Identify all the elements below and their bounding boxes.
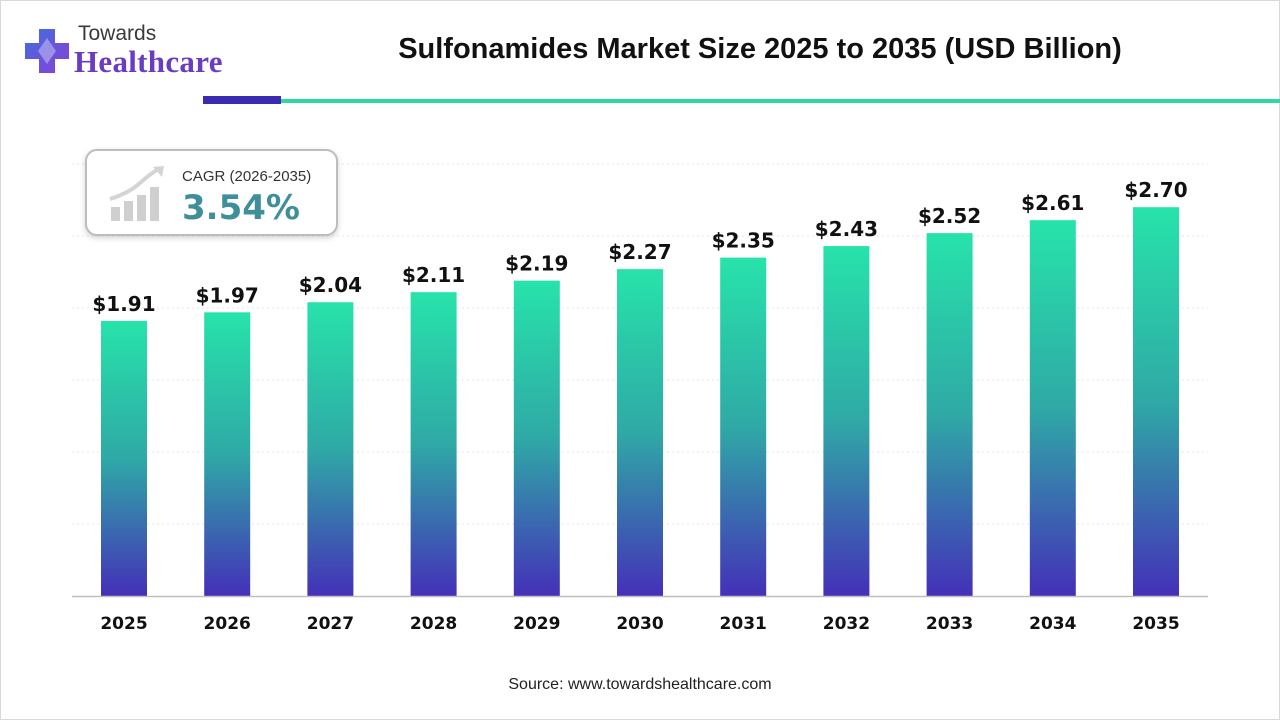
data-label-2034: $2.61 xyxy=(1021,191,1084,215)
x-tick-label-2033: 2033 xyxy=(926,614,973,634)
data-label-2031: $2.35 xyxy=(712,229,775,253)
cagr-value: 3.54% xyxy=(182,188,300,228)
bar-2028 xyxy=(410,292,457,596)
data-label-2029: $2.19 xyxy=(505,252,568,276)
data-label-2026: $1.97 xyxy=(196,283,259,307)
title-rule-dark xyxy=(203,96,281,104)
x-tick-label-2028: 2028 xyxy=(410,614,457,634)
medical-cross-icon xyxy=(25,29,69,73)
x-tick-label-2027: 2027 xyxy=(307,614,354,634)
x-tick-label-2026: 2026 xyxy=(204,614,251,634)
bar-2029 xyxy=(513,280,560,596)
logo-text-top: Towards xyxy=(78,22,157,45)
bar-2034 xyxy=(1029,220,1076,596)
brand-logo: Towards Healthcare xyxy=(22,20,252,85)
bar-2035 xyxy=(1133,207,1179,596)
bar-2033 xyxy=(926,233,973,596)
bar-2031 xyxy=(720,257,767,596)
bar-2032 xyxy=(823,246,870,596)
x-tick-label-2025: 2025 xyxy=(100,614,147,634)
title-rule-teal xyxy=(281,99,1280,103)
data-label-2035: $2.70 xyxy=(1124,178,1187,202)
source-note: Source: www.towardshealthcare.com xyxy=(508,676,772,693)
chart-title: Sulfonamides Market Size 2025 to 2035 (U… xyxy=(398,33,1122,65)
data-label-2025: $1.91 xyxy=(92,292,155,316)
x-tick-label-2030: 2030 xyxy=(616,614,663,634)
cagr-callout: CAGR (2026-2035) 3.54% xyxy=(85,149,338,236)
x-tick-label-2035: 2035 xyxy=(1132,614,1179,634)
bar-2025 xyxy=(101,320,147,596)
bar-2027 xyxy=(307,302,354,596)
bar-2026 xyxy=(204,312,251,596)
data-label-2027: $2.04 xyxy=(299,273,362,297)
logo-text-bottom: Healthcare xyxy=(74,44,223,79)
x-tick-label-2031: 2031 xyxy=(720,614,767,634)
cagr-label: CAGR (2026-2035) xyxy=(182,168,312,185)
data-label-2032: $2.43 xyxy=(815,217,878,241)
growth-chart-icon xyxy=(109,166,164,221)
x-tick-label-2034: 2034 xyxy=(1029,614,1076,634)
x-tick-label-2029: 2029 xyxy=(513,614,560,634)
data-label-2030: $2.27 xyxy=(608,240,671,264)
data-label-2028: $2.11 xyxy=(402,263,465,287)
bar-2030 xyxy=(617,269,663,596)
data-label-2033: $2.52 xyxy=(918,204,981,228)
x-tick-label-2032: 2032 xyxy=(823,614,870,634)
